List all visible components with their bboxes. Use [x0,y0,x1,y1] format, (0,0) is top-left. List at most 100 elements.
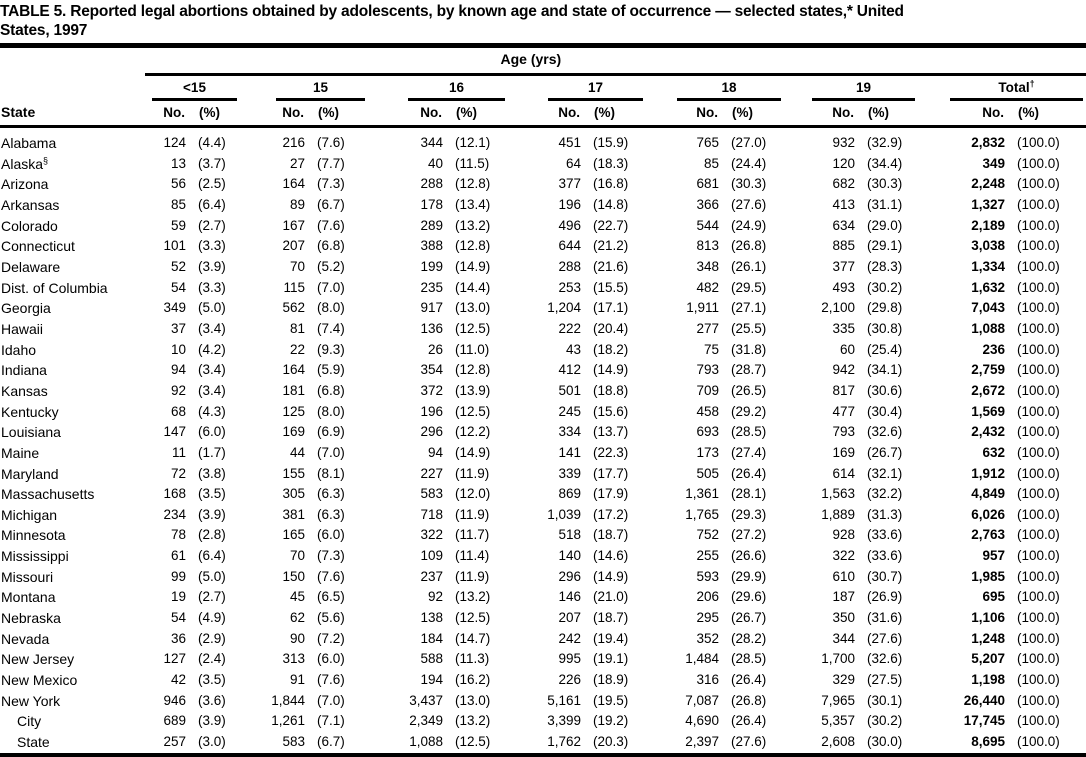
cell-number: 344 [832,630,855,646]
cell-percent: (17.7) [593,465,629,481]
cell-percent: (22.7) [593,217,629,233]
cell-percent: (25.4) [867,341,903,357]
cell-percent: (4.3) [198,403,226,419]
cell-number: 381 [282,506,305,522]
cell-number: 75 [703,341,719,357]
table-header: State Age (yrs) <15 15 16 17 [0,48,1086,128]
cell-percent: (27.6) [731,734,767,750]
cell-percent: (26.4) [731,465,767,481]
cell-number: 92 [170,382,186,398]
cell-percent: (11.0) [455,341,490,357]
cell-number: 64 [565,155,581,171]
cell-number: 518 [558,527,581,543]
cell-number: 164 [282,362,305,378]
state-name: New York [1,692,61,709]
cell-percent: (30.2) [867,713,903,729]
cell-percent: (5.0) [198,568,226,584]
cell-number: 216 [282,135,305,150]
cell-percent: (29.8) [867,300,903,316]
cell-percent: (13.4) [455,196,491,212]
cell-number: 94 [170,362,186,378]
cell-number: 120 [832,155,855,171]
cell-percent: (3.7) [198,155,226,171]
cell-percent: (30.6) [867,382,903,398]
table-row: State 257 (3.0) 583 (6.7) 1,088 (12.5) 1,762 (20… [0,732,1086,756]
cell-number: 588 [420,651,443,667]
cell-percent: (13.0) [455,692,491,708]
cell-percent: (13.0) [455,300,491,316]
cell-percent: (3.5) [198,486,226,502]
cell-percent: (7.3) [317,176,345,192]
cell-number: 693 [696,424,719,440]
cell-number: 718 [420,506,443,522]
cell-percent: (100.0) [1017,651,1060,667]
cell-number: 42 [170,672,186,688]
cell-percent: (3.8) [198,465,226,481]
cell-number: 765 [696,135,719,150]
table-row: Nebraska 54 (4.9) 62 (5.6) 138 (12.5) 207 (18.7)… [0,608,1086,629]
cell-percent: (22.3) [593,444,629,460]
cell-percent: (28.5) [731,651,767,667]
col-group-16: 16 [372,74,512,101]
cell-percent: (6.0) [317,651,345,667]
cell-percent: (29.0) [867,217,903,233]
cell-number: 813 [696,238,719,254]
cell-number: 869 [558,486,581,502]
cell-percent: (26.1) [731,258,767,274]
table-title: TABLE 5. Reported legal abortions obtain… [0,0,1086,40]
cell-percent: (30.3) [731,176,767,192]
cell-number: 1,248 [971,630,1005,646]
cell-number: 206 [696,589,719,605]
cell-number: 482 [696,279,719,295]
cell-percent: (11.9) [455,465,490,481]
cell-number: 793 [832,424,855,440]
cell-percent: (3.9) [198,506,226,522]
cell-number: 634 [832,217,855,233]
cell-percent: (13.7) [593,424,629,440]
cell-number: 245 [558,403,581,419]
cell-percent: (19.1) [593,651,629,667]
subheader-pct: (%) [312,101,372,128]
cell-percent: (14.6) [593,548,629,564]
cell-number: 4,690 [685,713,719,729]
cell-percent: (13.2) [455,589,491,605]
cell-percent: (18.3) [593,155,629,171]
cell-number: 932 [832,135,855,150]
state-name: Nebraska [1,610,61,627]
cell-number: 928 [832,527,855,543]
subheader-no: No. [788,101,862,128]
cell-number: 70 [289,258,305,274]
cell-number: 236 [982,341,1005,357]
cell-number: 2,432 [971,424,1005,440]
cell-percent: (11.3) [455,651,490,667]
cell-percent: (100.0) [1017,672,1060,688]
cell-number: 593 [696,568,719,584]
cell-percent: (19.5) [593,692,629,708]
state-column-header: State [0,48,145,128]
cell-number: 169 [832,444,855,460]
cell-percent: (100.0) [1017,589,1060,605]
cell-number: 168 [163,486,186,502]
cell-number: 1,765 [685,506,719,522]
cell-number: 44 [289,444,305,460]
cell-number: 257 [163,734,186,750]
cell-percent: (6.0) [317,527,345,543]
table-row: Nevada 36 (2.9) 90 (7.2) 184 (14.7) 242 (19.4) 35… [0,629,1086,650]
cell-percent: (8.0) [317,300,345,316]
cell-number: 242 [558,630,581,646]
cell-number: 1,198 [971,672,1005,688]
cell-percent: (3.4) [198,362,226,378]
cell-number: 583 [420,486,443,502]
cell-number: 36 [170,630,186,646]
cell-number: 237 [420,568,443,584]
cell-percent: (100.0) [1017,486,1060,502]
table-row: Dist. of Columbia 54 (3.3) 115 (7.0) 235 (14.4… [0,278,1086,299]
age-group-row: <15 15 16 17 18 19 Total† [0,74,1086,101]
cell-number: 316 [696,672,719,688]
cell-number: 27 [289,155,305,171]
table-row: Alaska§ 13 (3.7) 27 (7.7) 40 (11.5) 64 (18.3) 85 (… [0,154,1086,175]
group-underline [276,98,365,101]
cell-number: 313 [282,651,305,667]
cell-percent: (30.1) [867,692,903,708]
cell-number: 167 [282,217,305,233]
